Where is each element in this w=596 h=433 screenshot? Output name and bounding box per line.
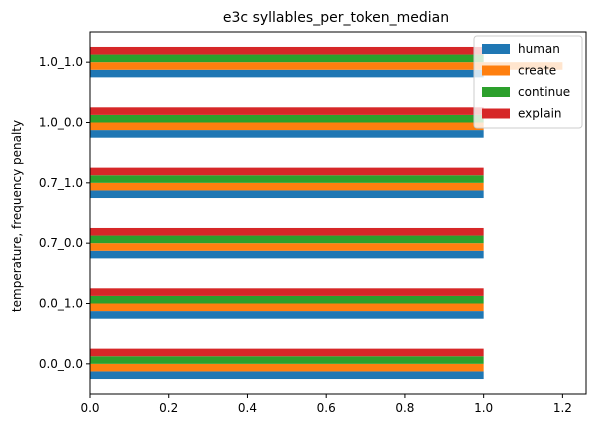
y-tick-label: 0.0_1.0 [39,297,83,311]
y-tick-label: 1.0_1.0 [39,55,83,69]
bar-human-0.7_0.0 [90,250,484,259]
y-tick-label: 0.0_0.0 [39,357,83,371]
bar-continue-0.7_0.0 [90,235,484,244]
legend-label-create: create [518,64,556,78]
bar-create-0.7_1.0 [90,182,484,191]
chart-title: e3c syllables_per_token_median [223,10,449,26]
legend-swatch-human [482,44,510,54]
bar-create-1.0_0.0 [90,122,484,131]
bar-create-1.0_1.0 [90,62,563,70]
y-tick-label: 1.0_0.0 [39,116,83,130]
legend-label-continue: continue [518,85,570,99]
bar-explain-0.0_0.0 [90,348,484,357]
bar-explain-1.0_0.0 [90,107,484,115]
bar-continue-0.7_1.0 [90,175,484,183]
bar-continue-0.0_0.0 [90,356,484,364]
bar-create-0.0_0.0 [90,363,484,372]
bar-human-1.0_0.0 [90,130,484,138]
bar-explain-1.0_1.0 [90,46,484,55]
bar-continue-1.0_0.0 [90,114,484,123]
legend: human create continue explain [473,35,583,129]
bar-human-1.0_1.0 [90,69,484,78]
bar-explain-0.0_1.0 [90,288,484,296]
legend-swatch-explain [482,108,510,119]
x-tick-label: 0.6 [317,401,336,415]
x-tick-label: 0.0 [80,401,99,415]
legend-box [473,35,583,129]
bar-create-0.7_0.0 [90,243,484,251]
legend-swatch-create [482,65,510,76]
legend-label-explain: explain [518,107,562,121]
ticks-group: 0.0_0.0 0.0_1.0 0.7_0.0 0.7_1.0 1.0_0.0 1.0_1… [39,55,572,415]
x-tick-label: 1.0 [474,401,493,415]
bar-explain-0.7_1.0 [90,167,484,176]
bar-explain-0.7_0.0 [90,227,484,236]
legend-label-human: human [518,42,560,56]
legend-swatch-continue [482,87,510,97]
x-tick-label: 0.4 [238,401,257,415]
bar-continue-1.0_1.0 [90,54,484,63]
bars-group [90,46,563,380]
bar-create-0.0_1.0 [90,303,484,312]
bar-continue-0.0_1.0 [90,295,484,304]
y-tick-label: 0.7_1.0 [39,176,83,190]
bar-human-0.7_1.0 [90,190,484,199]
plot-frame [89,31,587,395]
bar-human-0.0_1.0 [90,311,484,319]
bar-human-0.0_0.0 [90,371,484,380]
x-tick-label: 0.2 [159,401,178,415]
x-tick-label: 0.8 [395,401,414,415]
y-axis-label: temperature, frequency penalty [10,120,24,312]
y-tick-label: 0.7_0.0 [39,236,83,250]
x-tick-label: 1.2 [553,401,572,415]
